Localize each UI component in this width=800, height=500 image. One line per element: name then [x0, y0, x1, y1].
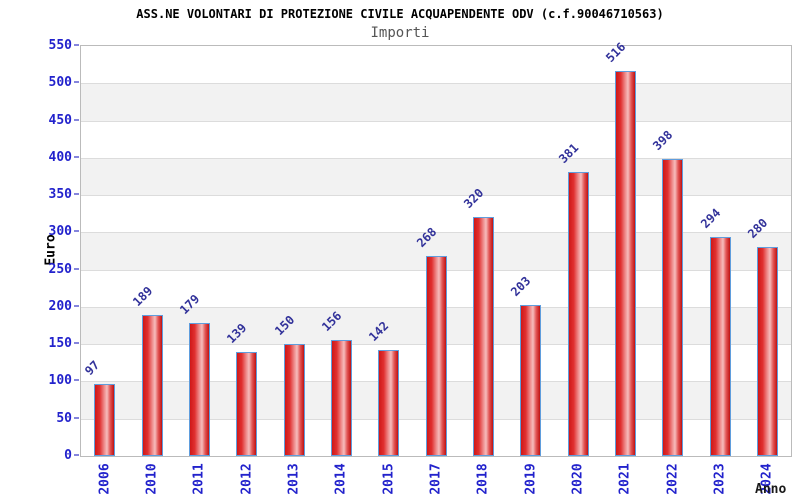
x-tick-label: 2021	[617, 463, 633, 495]
gridline	[81, 232, 791, 234]
bar	[94, 383, 116, 456]
bar	[709, 236, 731, 456]
y-tick-label: 350	[48, 187, 72, 203]
gridline	[81, 83, 791, 85]
y-tick-label: 500	[48, 75, 72, 91]
chart-subtitle: Importi	[370, 25, 430, 41]
y-tick-label: 200	[48, 298, 72, 314]
y-tick-label: 400	[48, 149, 72, 165]
bar-value-label: 516	[602, 40, 629, 66]
x-tick-label: 2015	[381, 463, 397, 495]
x-tick-label: 2020	[570, 463, 586, 495]
bar	[567, 171, 589, 456]
bar	[662, 159, 684, 456]
y-tick-mark	[74, 193, 79, 196]
bar	[236, 352, 258, 456]
y-tick-mark	[74, 118, 79, 121]
y-tick-mark	[74, 44, 79, 46]
gridline	[81, 157, 791, 159]
bar-value-label: 398	[650, 128, 676, 154]
y-tick-mark	[74, 81, 79, 84]
bar	[425, 256, 447, 456]
y-tick-label: 100	[48, 373, 72, 389]
plot-band	[81, 83, 791, 121]
x-tick-label: 2017	[428, 463, 444, 495]
x-tick-label: 2010	[144, 463, 160, 495]
x-tick-label: 2014	[333, 463, 349, 495]
y-tick-mark	[74, 416, 79, 419]
x-tick-label: 2006	[97, 463, 113, 495]
y-tick-label: 150	[48, 336, 72, 352]
bar	[756, 247, 778, 456]
bar	[472, 217, 494, 456]
x-tick-label: 2013	[286, 463, 302, 495]
x-axis-title: Anno	[755, 482, 787, 497]
x-tick-label: 2023	[712, 463, 728, 495]
x-tick-label: 2012	[239, 463, 255, 495]
x-tick-label: 2022	[665, 463, 681, 495]
y-tick-mark	[74, 342, 79, 345]
gridline	[81, 195, 791, 197]
y-tick-label: 550	[48, 38, 72, 53]
y-tick-label: 0	[64, 448, 72, 463]
y-tick-label: 250	[48, 261, 72, 277]
bar	[283, 344, 305, 456]
bar	[378, 350, 400, 456]
bar-value-label: 294	[697, 205, 723, 231]
bar	[614, 71, 636, 456]
chart-title: ASS.NE VOLONTARI DI PROTEZIONE CIVILE AC…	[136, 7, 664, 21]
bar	[330, 339, 352, 456]
x-tick-label: 2011	[191, 463, 207, 495]
gridline	[81, 120, 791, 122]
bar	[188, 322, 210, 456]
plot-area: 97 2006 189 2010 179 2011 139 2012 150 2013 156 201…	[80, 40, 792, 495]
bar	[141, 315, 163, 456]
y-tick-mark	[74, 454, 79, 456]
y-tick-label: 450	[48, 112, 72, 128]
bar-value-label: 97	[82, 357, 103, 378]
bar-value-label: 189	[129, 283, 155, 310]
y-tick-mark	[74, 155, 79, 158]
y-tick-mark	[74, 267, 79, 270]
bar-value-label: 203	[508, 273, 534, 299]
y-tick-mark	[74, 230, 79, 233]
x-tick-label: 2018	[475, 463, 491, 495]
plot-band	[81, 157, 791, 196]
bar	[520, 304, 542, 456]
y-tick-mark	[74, 379, 79, 382]
y-axis-title: Euro	[43, 234, 59, 266]
y-tick-label: 300	[48, 224, 72, 240]
y-tick-label: 50	[56, 410, 72, 426]
x-tick-label: 2019	[523, 463, 539, 495]
y-tick-mark	[74, 304, 79, 307]
